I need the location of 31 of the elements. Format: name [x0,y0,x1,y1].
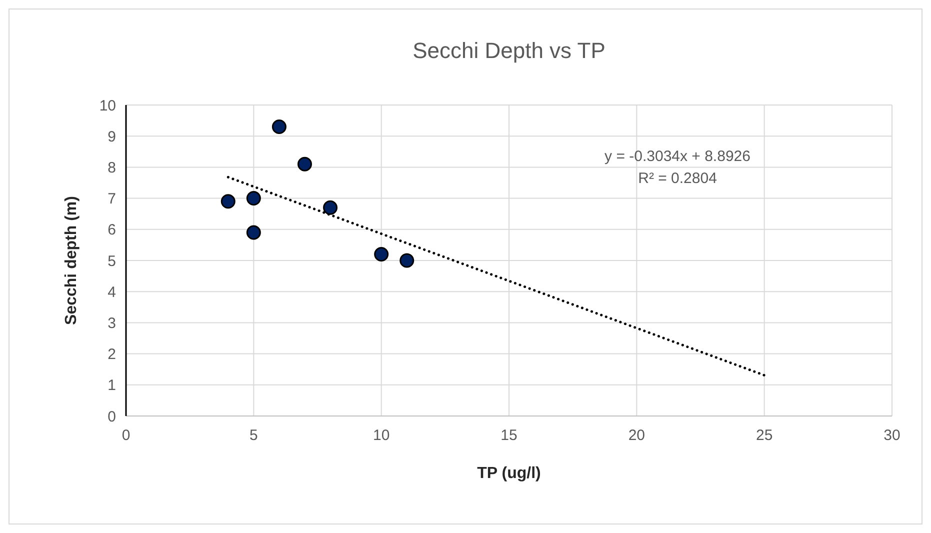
point [323,200,338,215]
annotation: y = -0.3034x + 8.8926 [604,148,750,165]
x-tick-label: 30 [884,427,900,444]
x-tick-label: 15 [500,427,518,444]
y-tick-label: 2 [108,346,116,364]
x-tick-label: 25 [756,427,773,444]
x-tick-label: 0 [122,427,130,444]
y-tick-label: 1 [108,377,116,394]
x-axis-title: TP (ug/l) [477,465,541,482]
y-tick-label: 9 [108,128,116,146]
y-tick-label: 3 [108,314,116,332]
y-tick-label: 5 [108,252,116,270]
x-tick-label: 20 [628,427,646,444]
point [246,225,261,240]
y-tick-label: 10 [99,97,116,114]
point [374,247,389,262]
point [220,194,236,209]
y-axis-title: Secchi depth (m) [63,196,80,325]
point [297,156,312,172]
y-tick-label: 0 [108,408,116,426]
x-tick-label: 10 [372,427,390,444]
point [400,253,414,268]
y-tick-label: 8 [108,159,116,176]
annotation: R² = 0.2804 [638,170,717,187]
chart-title: Secchi Depth vs TP [412,38,606,63]
x-tick-label: 5 [249,427,258,444]
y-tick-label: 6 [108,222,116,239]
y-tick-label: 7 [108,190,116,208]
point [272,120,286,134]
point [246,191,261,206]
y-tick-label: 4 [108,284,116,301]
